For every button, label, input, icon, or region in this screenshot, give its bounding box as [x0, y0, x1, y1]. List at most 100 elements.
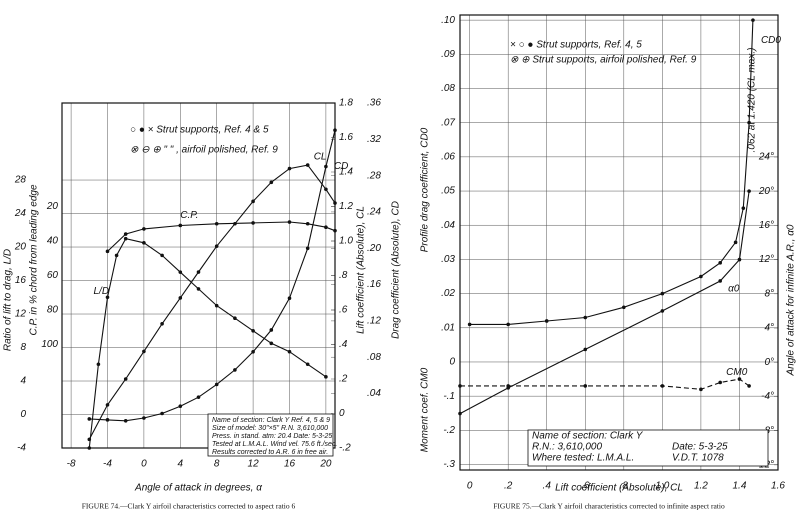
data-point [105, 295, 110, 300]
annotation: .062 at 1.420 (CL max.) [747, 48, 758, 153]
series-line [460, 378, 750, 390]
y-tick-label: .09 [441, 49, 455, 60]
data-point [123, 236, 128, 241]
series-label: C.P. [180, 210, 198, 221]
data-point [196, 270, 201, 274]
y-tick-label: 20° [758, 186, 774, 197]
note-line: Size of model: 30"×5" R.N. 3,610,000 [212, 425, 328, 432]
data-point [251, 349, 255, 354]
legend-entry: × ○ ● Strut supports, Ref. 4, 5 [510, 40, 642, 51]
data-point [467, 322, 472, 327]
y-tick-label: 8 [20, 342, 26, 353]
y-tick-label: -.3 [443, 459, 455, 470]
data-point [333, 201, 337, 205]
y-tick-label: 4 [20, 376, 26, 387]
x-tick-label: 1.4 [733, 481, 747, 492]
data-point [123, 377, 128, 381]
y-tick-label: 4° [764, 323, 774, 334]
x-tick-label: .4 [543, 481, 552, 492]
y-tick-label: -.1 [443, 391, 455, 402]
data-point [142, 227, 146, 231]
data-point [196, 395, 201, 399]
data-point [251, 328, 255, 333]
y-tick-label: 0 [20, 409, 26, 420]
data-point [333, 228, 337, 233]
data-point [660, 384, 665, 388]
data-point [251, 221, 255, 225]
axis-label: Drag coefficient (Absolute), CD [391, 201, 402, 339]
y-tick-label: .02 [441, 288, 455, 299]
data-point [287, 349, 292, 354]
note-line: V.D.T. 1078 [672, 453, 724, 464]
data-point [105, 403, 110, 407]
data-point [733, 240, 738, 245]
data-point [506, 384, 510, 388]
x-tick-label: 0 [141, 459, 147, 470]
data-point [123, 418, 128, 423]
y-tick-label: .16 [367, 279, 381, 290]
y-tick-label: .6 [339, 305, 348, 316]
data-point [747, 384, 751, 388]
data-point [287, 220, 292, 224]
x-tick-label: 1.0 [655, 481, 669, 492]
data-point [324, 375, 328, 379]
data-point [214, 303, 219, 308]
y-tick-label: 1.2 [339, 201, 353, 212]
series-line [459, 191, 750, 415]
x-tick-label: -8 [67, 459, 76, 470]
chart: 0 .2 .4 .6 .8 1.0 1.2 1.4 1.6 0 .01 .02 .03 .04 .05 .06… [420, 14, 797, 511]
y-tick-label: .04 [441, 220, 455, 231]
data-point [251, 199, 255, 204]
y-tick-label: 28 [14, 175, 27, 186]
data-point [583, 384, 588, 388]
y-tick-label: 1.4 [339, 167, 353, 178]
y-tick-label: 100 [41, 339, 58, 350]
axis-label: Angle of attack for infinite A.R., α0 [786, 224, 797, 376]
data-point [718, 279, 722, 283]
note-line: Results corrected to A.R. 6 in free air. [212, 449, 328, 456]
y-tick-label: 8° [764, 288, 774, 299]
data-point [324, 164, 328, 169]
series-label: CD [334, 161, 348, 172]
note-box [527, 429, 769, 467]
data-point [178, 296, 183, 300]
x-tick-label: 12 [248, 459, 260, 470]
note-line: Tested at L.M.A.L. Wind vel. 75.6 ft./se… [212, 441, 337, 448]
data-point [178, 404, 183, 409]
y-tick-label: 0° [764, 357, 774, 368]
y-tick-label: 60 [47, 270, 59, 281]
data-point [718, 261, 722, 265]
axis-label: Moment coef. CM0 [420, 367, 431, 452]
data-point [737, 257, 742, 262]
y-tick-label: .10 [441, 15, 455, 26]
data-point [506, 322, 510, 327]
x-tick-label: 20 [319, 459, 332, 470]
data-point [214, 221, 219, 226]
x-tick-label: -4 [103, 459, 112, 470]
note-line: R.N.: 3,610,000 [532, 442, 602, 453]
series-label: CD0 [761, 35, 781, 46]
y-tick-label: .01 [441, 322, 455, 333]
x-tick-label: .8 [620, 481, 629, 492]
legend-entry: ⊗ ⊕ Strut supports, airfoil polished, Re… [510, 55, 697, 66]
plot-frame [61, 102, 336, 449]
series-label: CL [314, 152, 327, 163]
y-tick-label: 0 [339, 408, 345, 419]
x-axis-label: Lift coefficient (Absolute), CL [555, 483, 683, 494]
y-tick-label: .08 [441, 83, 455, 94]
x-tick-label: .6 [581, 481, 590, 492]
data-point [324, 225, 328, 229]
legend-entry: ○ ● × Strut supports, Ref. 4 & 5 [130, 125, 269, 136]
series-line [88, 164, 336, 440]
chart: -8 -4 0 4 8 12 16 20 -4 0 4 8 12 16 20 24 28 Ratio of lif… [3, 98, 402, 511]
data-point [622, 305, 626, 310]
y-tick-label: .12 [367, 316, 381, 327]
data-point [699, 387, 703, 392]
data-point [583, 347, 588, 352]
data-point [233, 316, 237, 321]
x-tick-label: 0 [467, 481, 473, 492]
data-point [214, 244, 219, 248]
axis-label: Ratio of lift to drag, L/D [3, 249, 14, 351]
y-tick-label: 1.8 [339, 98, 353, 109]
